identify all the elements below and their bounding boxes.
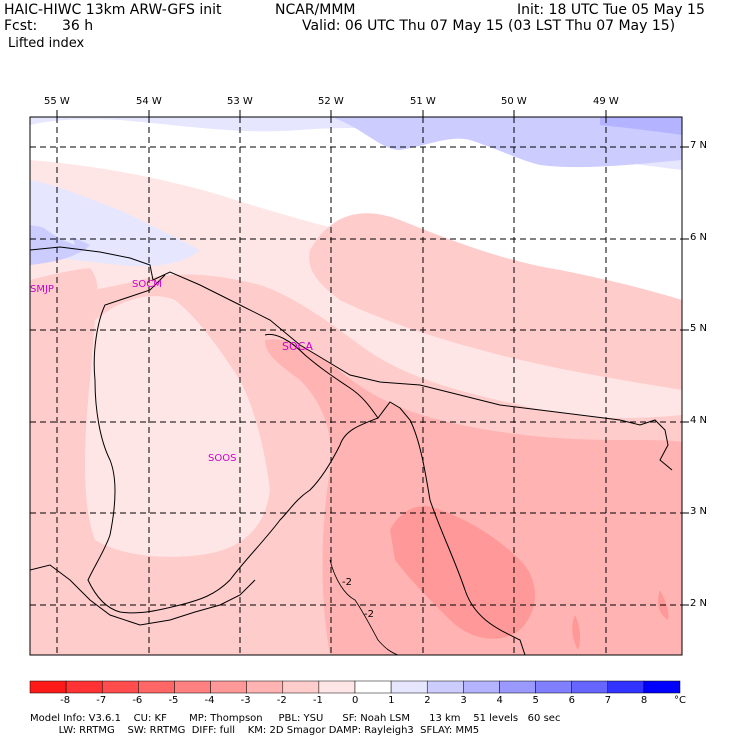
colorbar-tick-label: 6 — [568, 695, 576, 706]
lat-label-3n: 3 N — [690, 506, 708, 517]
field-minus1-west — [30, 268, 98, 317]
colorbar-tick-label: 5 — [532, 695, 539, 706]
french-guiana-border — [264, 333, 526, 655]
colorbar-swatch — [607, 680, 645, 694]
colorbar-swatch — [499, 680, 536, 694]
colorbar-swatch — [463, 680, 500, 694]
colorbar-swatch — [29, 680, 67, 694]
shaded-field — [30, 117, 682, 655]
colorbar-swatch — [354, 680, 392, 694]
lat-label-6n: 6 N — [690, 232, 708, 243]
field-blue-west-2 — [30, 225, 90, 265]
field-minus1-north — [309, 213, 682, 390]
colorbar-swatch — [643, 680, 681, 694]
colorbar-swatch — [282, 680, 320, 694]
colorbar-tick-label: 1 — [388, 695, 395, 706]
colorbar-tick-label: 3 — [460, 695, 467, 706]
colorbar-swatch — [535, 680, 572, 694]
colorbar — [29, 680, 681, 694]
station-soos: SOOS — [208, 453, 237, 464]
lon-label-50w: 50 W — [501, 96, 527, 107]
colorbar-tick-label: 0 — [352, 695, 359, 706]
lat-label-2n: 2 N — [690, 598, 708, 609]
field-blue-west-3 — [35, 200, 75, 245]
contour-label-2: -2 — [364, 609, 374, 620]
forecast-hour: 36 h — [62, 18, 94, 34]
lon-label-55w: 55 W — [44, 96, 70, 107]
colorbar-swatch — [210, 680, 247, 694]
organization-label: NCAR/MMM — [275, 2, 356, 18]
model-title: HAIC-HIWC 13km ARW-GFS init — [4, 2, 222, 18]
colorbar-tick-label: 8 — [640, 695, 648, 706]
coastline — [30, 246, 673, 471]
contour-label-1: -2 — [342, 577, 352, 588]
lon-label-52w: 52 W — [318, 96, 344, 107]
lon-label-51w: 51 W — [410, 96, 436, 107]
field-minus3-core — [390, 506, 535, 639]
contour-minus2 — [329, 559, 399, 656]
colorbar-tick-label: -2 — [276, 695, 287, 706]
colorbar-unit: °C — [674, 695, 686, 706]
right-ticks — [682, 146, 689, 606]
colorbar-tick-label: 4 — [496, 695, 503, 706]
field-interior-pale — [85, 296, 270, 557]
colorbar-swatch — [426, 680, 464, 694]
borders — [30, 246, 673, 655]
footer-physics-info: LW: RRTMG SW: RRTMG DIFF: full KM: 2D Sm… — [30, 725, 480, 736]
colorbar-tick-label: -4 — [204, 695, 215, 706]
station-soca: SOCA — [282, 340, 313, 353]
colorbar-tick-label: 2 — [424, 695, 431, 706]
colorbar-swatch — [138, 680, 175, 694]
suriname-border — [87, 274, 379, 614]
footer-model-info: Model Info: V3.6.1 CU: KF MP: Thompson P… — [30, 713, 561, 724]
field-minus3-south — [572, 615, 581, 650]
colorbar-swatch — [318, 680, 356, 694]
lat-label-4n: 4 N — [690, 415, 708, 426]
colorbar-tick-label: -5 — [168, 695, 179, 706]
lon-label-54w: 54 W — [136, 96, 162, 107]
colorbar-tick-label: -7 — [96, 695, 107, 706]
colorbar-swatch — [571, 680, 609, 694]
colorbar-swatch — [390, 680, 428, 694]
valid-time: Valid: 06 UTC Thu 07 May 15 (03 LST Thu … — [302, 18, 676, 34]
station-smjp: SMJP — [30, 284, 54, 295]
forecast-label: Fcst: — [4, 18, 38, 34]
field-blue-band-2 — [330, 117, 682, 168]
lon-label-53w: 53 W — [227, 96, 253, 107]
field-minus2-area — [265, 339, 682, 655]
field-blue-band-3 — [600, 117, 682, 135]
colorbar-swatch — [246, 680, 284, 694]
southern-border — [30, 564, 256, 626]
colorbar-tick-label: 7 — [604, 695, 612, 706]
lat-label-5n: 5 N — [690, 323, 708, 334]
map-frame — [29, 116, 683, 656]
init-time: Init: 18 UTC Tue 05 May 15 — [517, 2, 705, 18]
colorbar-tick-label: -8 — [60, 695, 71, 706]
lon-label-49w: 49 W — [593, 96, 619, 107]
field-name: Lifted index — [8, 36, 85, 51]
colorbar-tick-label: -3 — [240, 695, 251, 706]
colorbar-tick-label: -1 — [312, 695, 323, 706]
colorbar-swatch — [101, 680, 139, 694]
station-socm: SOCM — [132, 279, 162, 290]
lat-lon-grid — [30, 117, 682, 655]
lat-label-7n: 7 N — [690, 140, 708, 151]
top-ticks — [56, 110, 607, 117]
colorbar-swatch — [174, 680, 211, 694]
colorbar-swatch — [65, 680, 103, 694]
colorbar-tick-label: -6 — [132, 695, 143, 706]
